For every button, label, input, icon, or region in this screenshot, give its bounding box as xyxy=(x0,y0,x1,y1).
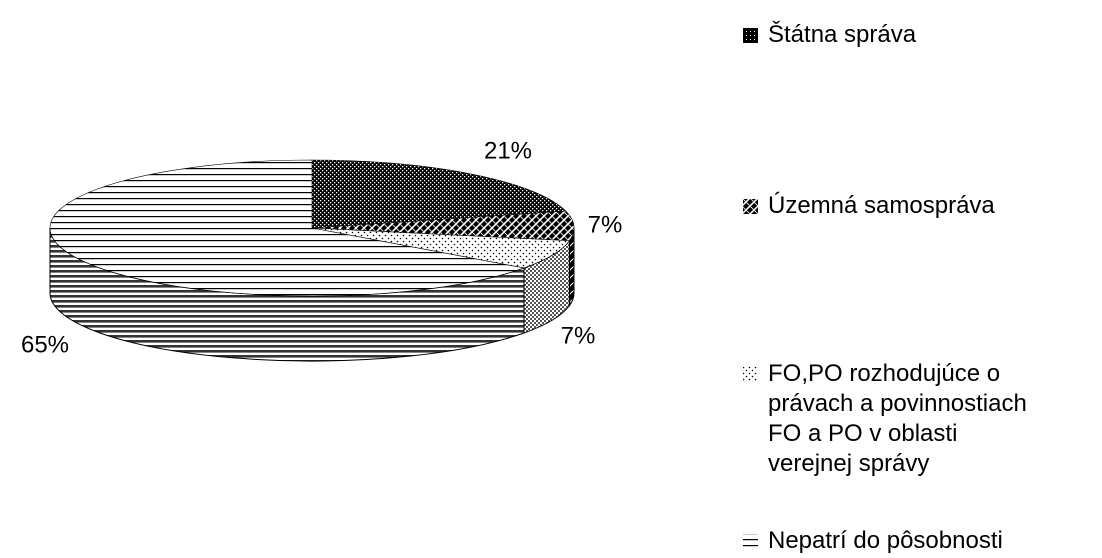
legend-swatch xyxy=(743,28,758,43)
legend-swatch xyxy=(743,367,758,382)
pie-slice xyxy=(311,227,570,269)
legend-item: FO,PO rozhodujúce o právach a povinnosti… xyxy=(742,359,1030,479)
legend-item: Nepatrí do pôsobnosti xyxy=(742,526,1030,556)
legend-swatch-fill xyxy=(743,28,758,43)
data-label: 7% xyxy=(588,211,623,238)
legend-item: Štátna správa xyxy=(742,20,1030,50)
data-label: 7% xyxy=(561,322,596,349)
legend-swatch-fill xyxy=(743,534,758,549)
pie-slice xyxy=(49,159,526,297)
legend-swatch-fill xyxy=(743,199,758,214)
legend-swatch-fill xyxy=(743,367,758,382)
legend-label: Nepatrí do pôsobnosti xyxy=(768,527,1003,554)
legend-swatch xyxy=(743,199,758,214)
legend-label: Územná samospráva xyxy=(768,192,995,219)
legend-swatch xyxy=(743,534,758,549)
legend-label: FO,PO rozhodujúce o právach a povinnosti… xyxy=(768,360,1027,477)
legend-label: Štátna správa xyxy=(768,21,917,48)
data-label: 21% xyxy=(484,137,532,164)
data-label: 65% xyxy=(21,331,69,358)
pie-slice xyxy=(311,210,575,242)
pie-slice xyxy=(311,159,567,229)
legend-item: Územná samospráva xyxy=(742,191,1030,221)
